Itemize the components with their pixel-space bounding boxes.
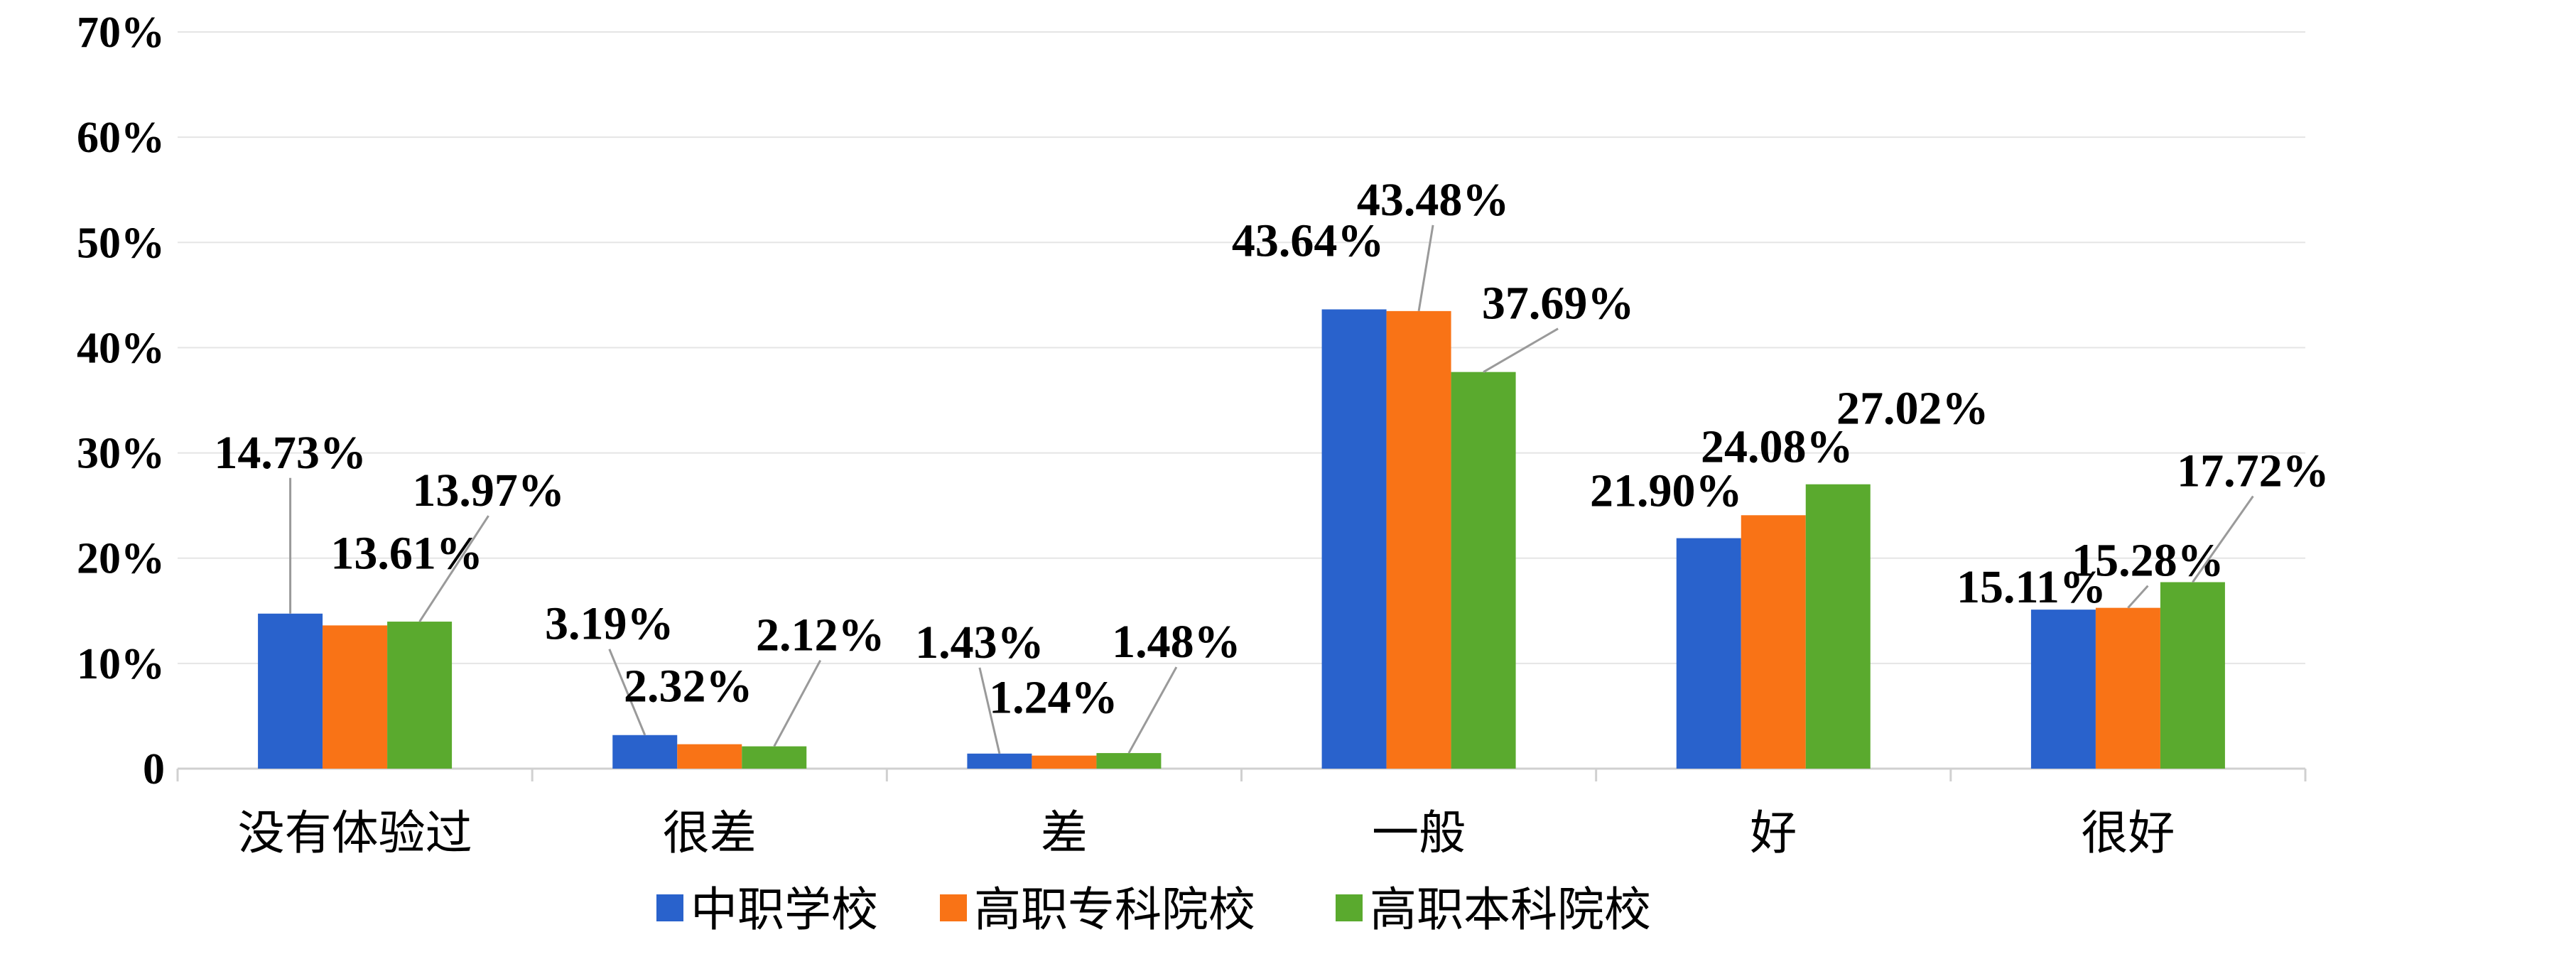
x-tick-label: 一般 [1372,808,1466,860]
bar [387,622,453,769]
y-tick-label: 60% [77,114,165,162]
y-tick-label: 50% [77,219,165,267]
data-label: 13.97% [412,465,565,516]
data-label: 13.61% [330,527,483,579]
legend-swatch [656,894,683,921]
data-label: 1.24% [989,672,1118,724]
x-tick-label: 没有体验过 [238,808,472,860]
bar [612,735,678,769]
data-label: 17.72% [2177,445,2329,497]
bar [1676,538,1741,769]
bar [1451,372,1516,769]
data-label: 1.43% [915,617,1044,668]
bar [2095,607,2160,769]
y-tick-label: 20% [77,535,165,583]
data-label: 14.73% [214,427,367,479]
y-tick-label: 10% [77,640,165,688]
data-label: 24.08% [1701,421,1853,472]
legend-label: 中职学校 [691,884,878,936]
leader-line [2192,495,2254,583]
bar [1805,484,1871,769]
leader-line [1417,224,1434,312]
legend-swatch [1336,894,1363,921]
leader-line [773,659,822,747]
y-tick-label: 40% [77,324,165,372]
data-label: 15.11% [1957,561,2106,613]
leader-line [978,667,1001,754]
bar [2030,610,2096,769]
data-label: 21.90% [1590,465,1743,517]
legend-swatch [940,894,967,921]
data-label: 1.48% [1112,616,1241,668]
leader-line [1127,666,1178,754]
x-tick-label: 好 [1750,808,1797,860]
bar [1096,753,1162,769]
leader-line [418,515,489,622]
bar [742,746,807,769]
bar [677,744,742,769]
data-label: 27.02% [1836,383,1989,435]
data-label: 3.19% [545,598,674,650]
x-tick-label: 很差 [663,808,757,860]
bar [323,625,388,769]
y-tick-label: 70% [77,9,165,57]
data-label: 43.64% [1232,215,1385,267]
data-label: 2.12% [756,610,885,661]
bar [1386,310,1451,769]
x-tick-label: 差 [1041,808,1088,860]
x-tick-label: 很好 [2081,808,2175,860]
data-label: 2.32% [624,661,753,713]
legend-label: 高职专科院校 [974,884,1255,936]
bar [1321,309,1387,769]
legend-label: 高职本科院校 [1370,884,1651,936]
data-label: 37.69% [1482,278,1635,330]
bar [1741,515,1806,769]
bar [967,753,1032,769]
bar [2160,582,2225,769]
y-tick-label: 0 [143,745,165,794]
data-label: 15.28% [2072,535,2224,587]
bar [1032,755,1097,769]
y-tick-label: 30% [77,430,165,478]
leader-line [1483,327,1559,373]
leader-line [2127,585,2149,609]
bar [258,613,323,769]
data-label: 43.48% [1357,174,1510,226]
leader-line [608,649,646,736]
